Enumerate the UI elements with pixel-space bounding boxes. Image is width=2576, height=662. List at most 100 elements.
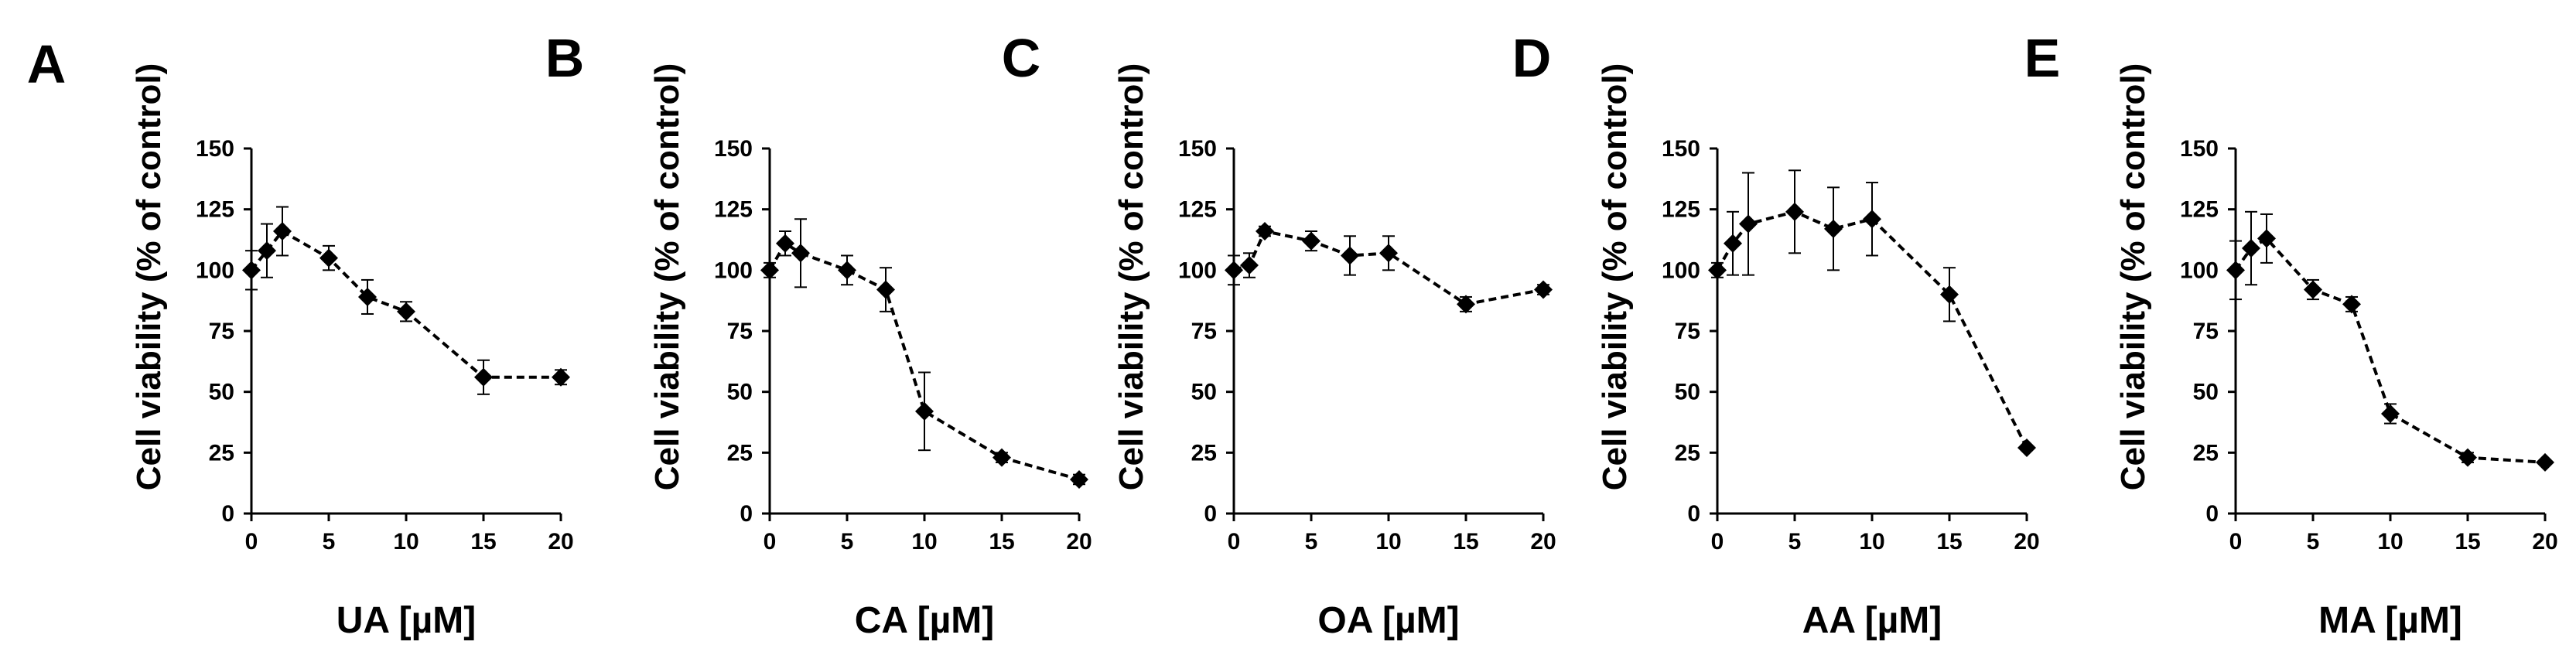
x-tick-label: 5 — [1789, 529, 1802, 555]
y-tick-label: 125 — [1178, 197, 1217, 223]
data-point — [319, 248, 338, 268]
data-point — [397, 302, 415, 321]
panel-letter-e: E — [2024, 28, 2061, 88]
x-axis-label: MA [µM] — [2318, 600, 2462, 641]
y-tick-label: 100 — [2180, 258, 2219, 283]
x-axis-label: AA [µM] — [1802, 600, 1942, 641]
data-point — [2257, 229, 2276, 248]
y-tick-label: 0 — [2205, 501, 2219, 527]
data-point — [2458, 448, 2477, 467]
y-tick-label: 50 — [209, 380, 234, 405]
y-tick-label: 25 — [727, 440, 753, 466]
y-tick-label: 75 — [727, 319, 753, 344]
chart-panel-a: 0 25 50 75 100 125 150 0 5 10 15 20 UA [µM] Cell viab… — [130, 63, 574, 641]
x-tick-label: 0 — [1711, 529, 1724, 555]
y-tick-label: 150 — [1178, 136, 1217, 162]
data-point — [1724, 234, 1742, 253]
x-axis-label: CA [µM] — [855, 600, 995, 641]
y-tick-label: 50 — [1191, 380, 1217, 405]
x-tick-label: 20 — [2014, 529, 2039, 555]
y-axis-label: Cell viability (% of control) — [648, 63, 686, 491]
x-tick-label: 20 — [1066, 529, 1092, 555]
y-axis-label: Cell viability (% of control) — [1596, 63, 1634, 491]
y-tick-label: 50 — [2193, 380, 2219, 405]
data-point — [1785, 202, 1804, 221]
y-tick-label: 0 — [1204, 501, 1217, 527]
data-point — [992, 448, 1011, 467]
y-tick-label: 125 — [1662, 197, 1700, 223]
data-point — [2381, 404, 2400, 423]
y-tick-label: 25 — [1191, 440, 1217, 466]
y-axis-label: Cell viability (% of control) — [2114, 63, 2152, 491]
x-tick-label: 5 — [323, 529, 336, 555]
data-point — [1708, 261, 1727, 280]
y-tick-label: 125 — [2180, 197, 2219, 223]
data-point — [1256, 221, 1274, 241]
data-point — [2304, 280, 2322, 299]
y-tick-label: 100 — [196, 258, 234, 283]
x-tick-label: 15 — [1936, 529, 1962, 555]
series-line — [2234, 236, 2546, 464]
chart-panel-c: 0 25 50 75 100 125 150 0 5 10 15 20 OA [µM] Cell viab… — [1112, 63, 1556, 641]
data-point — [474, 367, 493, 387]
y-tick-label: 50 — [727, 380, 753, 405]
y-tick-label: 75 — [1675, 319, 1700, 344]
data-point — [838, 261, 856, 280]
data-point — [2226, 261, 2245, 280]
data-point — [2242, 239, 2260, 258]
data-point — [1739, 214, 1758, 234]
y-tick-label: 75 — [2193, 319, 2219, 344]
y-axis-label: Cell viability (% of control) — [130, 63, 168, 491]
data-point — [1225, 261, 1243, 280]
data-point — [1863, 210, 1881, 229]
data-point — [2536, 452, 2554, 472]
x-tick-label: 20 — [1530, 529, 1556, 555]
x-tick-label: 15 — [2455, 529, 2480, 555]
data-point — [2017, 438, 2036, 458]
y-tick-label: 25 — [2193, 440, 2219, 466]
data-point — [2342, 295, 2361, 314]
data-point — [1824, 219, 1843, 238]
y-tick-label: 100 — [714, 258, 753, 283]
data-point — [273, 221, 292, 241]
data-point — [552, 367, 570, 387]
x-tick-label: 20 — [548, 529, 573, 555]
data-point — [791, 244, 810, 263]
series-line — [1716, 210, 2028, 449]
x-tick-label: 15 — [989, 529, 1014, 555]
y-tick-label: 125 — [714, 197, 753, 223]
data-point — [1379, 244, 1398, 263]
x-axis-label: OA [µM] — [1317, 600, 1459, 641]
y-tick-label: 0 — [740, 501, 753, 527]
x-tick-label: 0 — [2229, 529, 2243, 555]
data-point — [1302, 231, 1320, 251]
x-tick-label: 15 — [1453, 529, 1478, 555]
chart-panel-b: 0 25 50 75 100 125 150 0 5 10 15 20 CA [µM] Cell viab… — [648, 63, 1092, 641]
y-tick-label: 125 — [196, 197, 234, 223]
x-tick-label: 20 — [2532, 529, 2557, 555]
x-tick-label: 0 — [1228, 529, 1241, 555]
panel-letter-a: A — [26, 34, 67, 94]
y-axis-label: Cell viability (% of control) — [1112, 63, 1150, 491]
chart-panel-e: 0 25 50 75 100 125 150 0 5 10 15 20 MA [µM] Cell viab… — [2114, 63, 2558, 641]
y-tick-label: 150 — [714, 136, 753, 162]
data-point — [915, 401, 934, 421]
x-tick-label: 0 — [764, 529, 777, 555]
x-axis-label: UA [µM] — [337, 600, 477, 641]
data-point — [242, 261, 261, 280]
y-tick-label: 100 — [1178, 258, 1217, 283]
x-tick-label: 10 — [1375, 529, 1401, 555]
x-tick-label: 10 — [2377, 529, 2403, 555]
chart-panel-d: 0 25 50 75 100 125 150 0 5 10 15 20 AA [µM] Cell viab… — [1596, 63, 2040, 641]
data-point — [776, 234, 794, 253]
panel-letter-b: B — [545, 28, 585, 88]
panel-letter-d: D — [1512, 28, 1552, 88]
x-tick-label: 10 — [911, 529, 937, 555]
x-tick-label: 5 — [841, 529, 854, 555]
x-tick-label: 5 — [1305, 529, 1318, 555]
data-point — [358, 287, 377, 306]
x-tick-label: 15 — [470, 529, 496, 555]
y-tick-label: 75 — [1191, 319, 1217, 344]
